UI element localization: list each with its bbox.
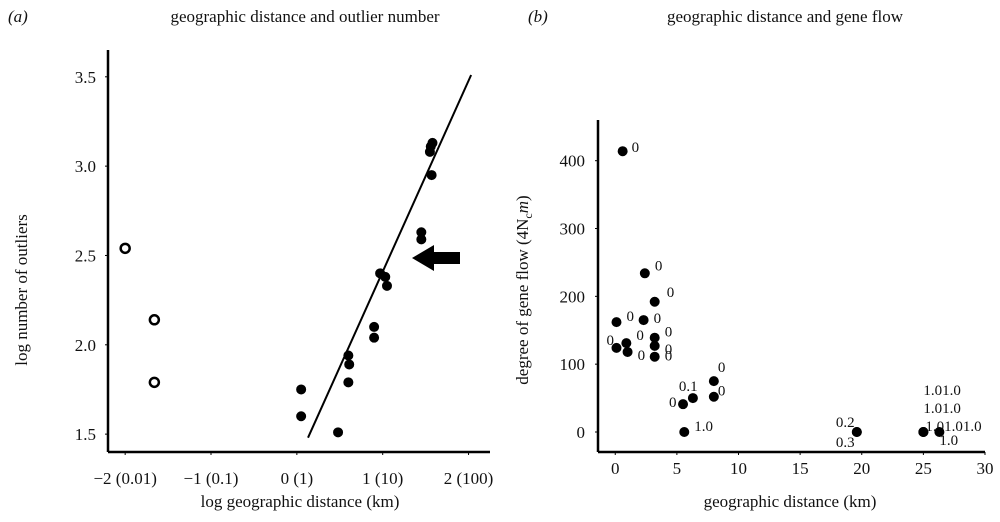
point-label: 0 (606, 333, 614, 349)
y-label-text: degree of gene flow (4N (513, 219, 532, 385)
point-label: 0 (638, 348, 646, 364)
point-label: 1.0 (694, 419, 713, 435)
x-axis-label: log geographic distance (km) (201, 492, 400, 511)
point (708, 391, 719, 402)
y-tick-label: 0 (577, 423, 586, 442)
point-label: 1.0 (939, 433, 958, 449)
point (343, 377, 354, 388)
point (639, 268, 650, 279)
point (617, 146, 628, 157)
y-label-end: ) (513, 195, 532, 201)
point-label: 0 (632, 140, 640, 156)
y-tick-label: 2.5 (75, 246, 96, 265)
point-label: 0 (626, 309, 634, 325)
arrow (412, 245, 460, 271)
y-axis-label: degree of gene flow (4Ncm) (513, 195, 535, 384)
fit-line (307, 74, 473, 439)
point (380, 271, 391, 282)
point (678, 399, 689, 410)
point-label: 1.01.0 (923, 401, 961, 417)
chart-title: geographic distance and outlier number (170, 7, 439, 26)
y-tick-label: 3.0 (75, 157, 96, 176)
point (344, 359, 355, 370)
point (934, 426, 945, 437)
y-tick-label: 2.0 (75, 336, 96, 355)
point-label: 0 (718, 360, 726, 376)
point-label: 0.1 (679, 379, 698, 395)
point (333, 427, 344, 438)
point (918, 426, 929, 437)
point-label: 0.3 (836, 435, 855, 451)
x-tick-label: 15 (792, 459, 809, 478)
point (148, 314, 161, 326)
point (611, 317, 622, 328)
point-label: 0 (665, 349, 673, 365)
y-label-sub: c (521, 213, 535, 218)
point (381, 280, 392, 291)
y-tick-label: 100 (560, 355, 586, 374)
point-label: 0 (654, 311, 662, 327)
point (424, 146, 435, 157)
y-tick-label: 3.5 (75, 68, 96, 87)
panel-label: (b) (528, 7, 548, 26)
y-label-var: m (513, 201, 532, 213)
point-label: 0 (655, 258, 663, 274)
point-label: 0 (665, 325, 673, 341)
point (369, 321, 380, 332)
y-tick-label: 200 (560, 287, 586, 306)
point (649, 351, 660, 362)
x-tick-label: 0 (1) (281, 469, 314, 488)
point (638, 315, 649, 326)
x-tick-label: 10 (730, 459, 747, 478)
point (851, 426, 862, 437)
point-label: 1.01.0 (923, 383, 961, 399)
point (622, 346, 633, 357)
point (427, 137, 438, 148)
panel-label: (a) (8, 7, 28, 26)
point (649, 296, 660, 307)
chart-title: geographic distance and gene flow (667, 7, 904, 26)
point-label: 0 (718, 384, 726, 400)
x-tick-label: 1 (10) (362, 469, 403, 488)
point (621, 338, 632, 349)
point (369, 332, 380, 343)
y-axis-label: log number of outliers (12, 214, 31, 366)
x-tick-label: −1 (0.1) (184, 469, 239, 488)
point (426, 170, 437, 181)
point (296, 384, 307, 395)
x-tick-label: 2 (100) (444, 469, 494, 488)
point-label: 0 (636, 328, 644, 344)
point-label: 0 (669, 395, 677, 411)
x-tick-label: 20 (853, 459, 870, 478)
point (343, 350, 354, 361)
point (687, 393, 698, 404)
point (119, 242, 131, 255)
point-label: 0 (667, 285, 675, 301)
point (296, 411, 307, 422)
y-tick-label: 1.5 (75, 425, 96, 444)
x-tick-label: −2 (0.01) (93, 469, 156, 488)
point (416, 234, 427, 245)
point (708, 376, 719, 387)
x-tick-label: 5 (673, 459, 682, 478)
point-label: 0 (665, 342, 673, 358)
x-tick-label: 0 (611, 459, 620, 478)
point (679, 426, 690, 437)
y-tick-label: 400 (560, 152, 586, 171)
point-label: 0.2 (836, 415, 855, 431)
y-tick-label: 300 (560, 220, 586, 239)
point (148, 376, 161, 389)
x-tick-label: 25 (915, 459, 932, 478)
point (611, 342, 622, 353)
x-tick-label: 30 (977, 459, 994, 478)
point (649, 340, 660, 351)
x-axis-label: geographic distance (km) (704, 492, 877, 511)
